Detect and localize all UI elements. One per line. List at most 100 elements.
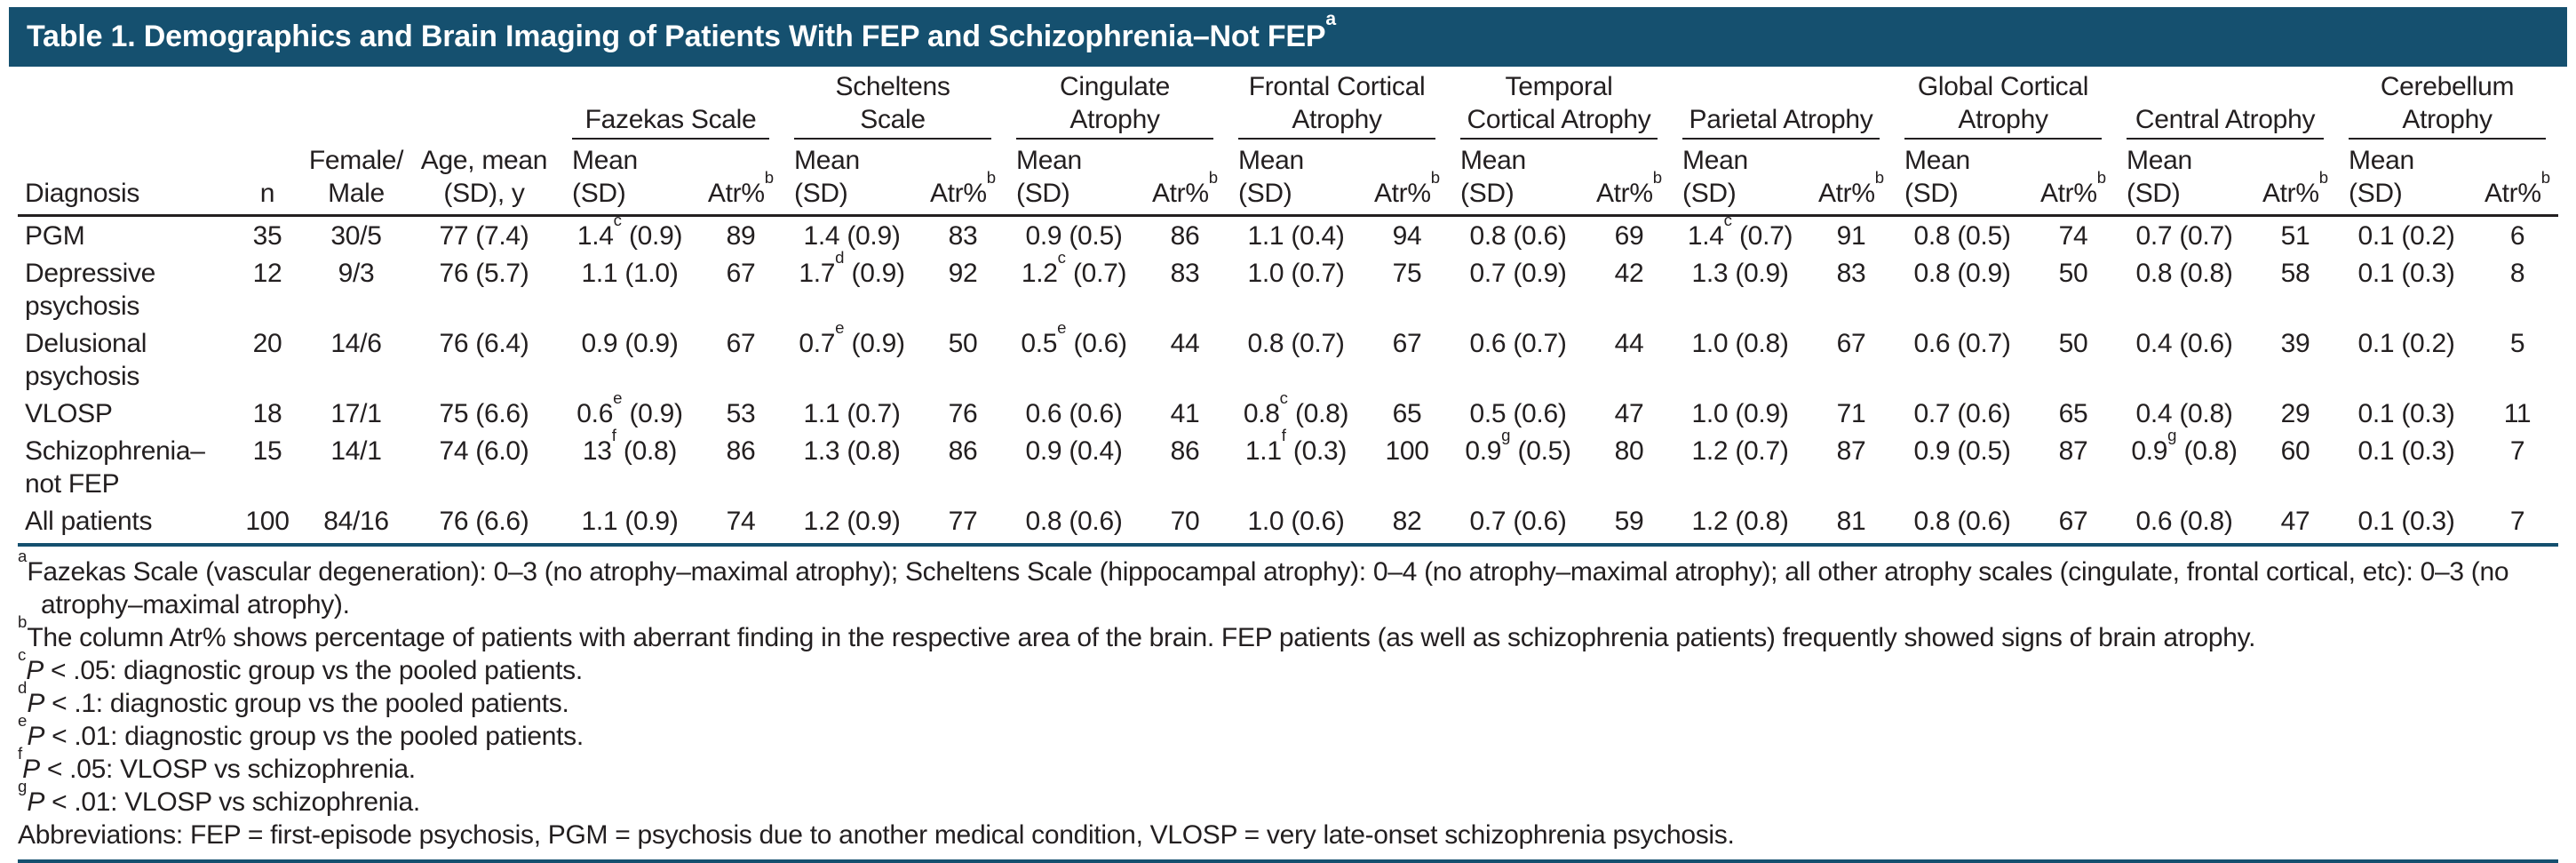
abbreviations-note: Abbreviations: FEP = first-episode psych… bbox=[18, 820, 1735, 850]
cell-age: 76 (5.7) bbox=[439, 259, 529, 288]
cell-mean-sd: 1.4 (0.9) bbox=[803, 221, 901, 251]
group-header-frontal-cortical-atrophy: Frontal Cortical Atrophy bbox=[1226, 70, 1448, 140]
cell-atr-percent: 75 bbox=[1392, 259, 1422, 288]
cell-n: 18 bbox=[252, 399, 282, 428]
subheader-mean-sd-cerebellum-atrophy: Mean (SD) bbox=[2336, 140, 2477, 217]
group-header-temporal-cortical-atrophy: Temporal Cortical Atrophy bbox=[1448, 70, 1670, 140]
cell-atr-percent: 67 bbox=[726, 259, 756, 288]
cell-mean-sd: 0.8 (0.6) bbox=[1004, 502, 1145, 547]
cell-mean-sd: 0.8 (0.6) bbox=[1892, 502, 2033, 547]
subheader-atr-parietal-atrophy: Atr%b bbox=[1810, 140, 1893, 217]
cell-mean-sd: 0.7e (0.9) bbox=[799, 317, 905, 358]
cell-atr-percent: 86 bbox=[1170, 221, 1200, 251]
cell-n: 15 bbox=[252, 436, 282, 466]
cell-atr-percent: 83 bbox=[948, 221, 978, 251]
cell-atr-percent: 77 bbox=[922, 502, 1005, 547]
cell-mean-sd: 1.0 (0.8) bbox=[1691, 329, 1789, 358]
cell-atr-percent: 65 bbox=[2058, 399, 2088, 428]
cell-mean-sd: 0.6 (0.6) bbox=[1025, 399, 1123, 428]
cell-atr-percent: 42 bbox=[1614, 259, 1644, 288]
cell-mean-sd: 0.1 (0.2) bbox=[2357, 329, 2455, 358]
cell-age: 77 (7.4) bbox=[439, 221, 529, 251]
cell-age: 74 (6.0) bbox=[439, 436, 529, 466]
cell-atr-percent: 70 bbox=[1144, 502, 1227, 547]
cell-atr-percent: 86 bbox=[1170, 436, 1200, 466]
cell-mean-sd: 0.1 (0.3) bbox=[2357, 436, 2455, 466]
subheader-atr-global-cortical-atrophy: Atr%b bbox=[2032, 140, 2115, 217]
table-title-bar: Table 1. Demographics and Brain Imaging … bbox=[9, 7, 2567, 67]
cell-female-male: 17/1 bbox=[330, 399, 382, 428]
table-title: Table 1. Demographics and Brain Imaging … bbox=[27, 10, 1336, 54]
cell-atr-percent: 7 bbox=[2477, 502, 2559, 547]
table-row: Delusional psychosis 20 14/6 76 (6.4) 0.9 (0.… bbox=[18, 317, 2558, 395]
cell-mean-sd: 0.8 (0.6) bbox=[1469, 221, 1567, 251]
cell-diagnosis: All patients bbox=[18, 502, 231, 547]
cell-mean-sd: 1.3 (0.9) bbox=[1691, 259, 1789, 288]
cell-mean-sd: 1.2 (0.7) bbox=[1691, 436, 1789, 466]
cell-atr-percent: 83 bbox=[1170, 259, 1200, 288]
subheader-mean-sd-global-cortical-atrophy: Mean (SD) bbox=[1892, 140, 2033, 217]
col-header-diagnosis: Diagnosis bbox=[18, 70, 231, 217]
cell-mean-sd: 0.7 (0.7) bbox=[2135, 221, 2233, 251]
cell-mean-sd: 1.4c (0.9) bbox=[576, 210, 683, 251]
cell-age: 75 (6.6) bbox=[439, 399, 529, 428]
cell-mean-sd: 0.1 (0.3) bbox=[2357, 399, 2455, 428]
cell-mean-sd: 1.0 (0.6) bbox=[1226, 502, 1367, 547]
cell-mean-sd: 0.6 (0.7) bbox=[1469, 329, 1567, 358]
cell-atr-percent: 86 bbox=[948, 436, 978, 466]
cell-female-male: 84/16 bbox=[304, 502, 409, 547]
cell-mean-sd: 0.8 (0.5) bbox=[1913, 221, 2011, 251]
cell-mean-sd: 0.4 (0.8) bbox=[2135, 399, 2233, 428]
cell-mean-sd: 0.8c (0.8) bbox=[1243, 388, 1349, 428]
cell-mean-sd: 0.1 (0.3) bbox=[2336, 502, 2477, 547]
subheader-mean-sd-scheltens-scale: Mean (SD) bbox=[782, 140, 923, 217]
cell-age: 76 (6.6) bbox=[409, 502, 560, 547]
subheader-atr-cingulate-atrophy: Atr%b bbox=[1144, 140, 1227, 217]
cell-atr-percent: 58 bbox=[2280, 259, 2310, 288]
bottom-divider bbox=[18, 859, 2558, 863]
cell-atr-percent: 80 bbox=[1614, 436, 1644, 466]
cell-mean-sd: 1.2c (0.7) bbox=[1021, 247, 1127, 288]
cell-atr-percent: 44 bbox=[1170, 329, 1200, 358]
cell-mean-sd: 0.9 (0.5) bbox=[1025, 221, 1123, 251]
cell-mean-sd: 1.0 (0.9) bbox=[1691, 399, 1789, 428]
table-row: All patients 100 84/16 76 (6.6) 1.1 (0.9) 74 1… bbox=[18, 502, 2559, 547]
cell-atr-percent: 50 bbox=[2058, 259, 2088, 288]
group-header-fazekas-scale: Fazekas Scale bbox=[560, 70, 782, 140]
cell-mean-sd: 0.9g (0.5) bbox=[1465, 425, 1571, 466]
cell-atr-percent: 94 bbox=[1392, 221, 1422, 251]
cell-mean-sd: 0.6 (0.8) bbox=[2114, 502, 2255, 547]
cell-atr-percent: 67 bbox=[1392, 329, 1422, 358]
cell-female-male: 30/5 bbox=[330, 221, 382, 251]
cell-mean-sd: 1.1 (0.9) bbox=[560, 502, 700, 547]
cell-n: 35 bbox=[252, 221, 282, 251]
subheader-atr-frontal-cortical-atrophy: Atr%b bbox=[1366, 140, 1449, 217]
cell-female-male: 9/3 bbox=[338, 259, 375, 288]
cell-atr-percent: 41 bbox=[1170, 399, 1200, 428]
cell-mean-sd: 0.1 (0.3) bbox=[2357, 259, 2455, 288]
cell-atr-percent: 71 bbox=[1836, 399, 1866, 428]
footnotes-section: aFazekas Scale (vascular degeneration): … bbox=[0, 547, 2576, 851]
subheader-atr-cerebellum-atrophy: Atr%b bbox=[2477, 140, 2559, 217]
cell-atr-percent: 11 bbox=[2503, 399, 2532, 428]
group-header-central-atrophy: Central Atrophy bbox=[2114, 70, 2336, 140]
cell-mean-sd: 0.9g (0.8) bbox=[2131, 425, 2238, 466]
group-header-scheltens-scale: Scheltens Scale bbox=[782, 70, 1004, 140]
cell-atr-percent: 83 bbox=[1836, 259, 1866, 288]
cell-mean-sd: 0.5 (0.6) bbox=[1469, 399, 1567, 428]
cell-atr-percent: 60 bbox=[2280, 436, 2310, 466]
cell-mean-sd: 0.7 (0.6) bbox=[1448, 502, 1589, 547]
cell-diagnosis: Schizophrenia– not FEP bbox=[25, 436, 205, 499]
cell-mean-sd: 1.1f (0.3) bbox=[1244, 425, 1348, 466]
group-header-global-cortical-atrophy: Global Cortical Atrophy bbox=[1892, 70, 2114, 140]
subheader-atr-central-atrophy: Atr%b bbox=[2254, 140, 2337, 217]
cell-mean-sd: 0.7 (0.6) bbox=[1913, 399, 2011, 428]
cell-atr-percent: 7 bbox=[2509, 436, 2525, 466]
cell-atr-percent: 67 bbox=[2032, 502, 2115, 547]
cell-atr-percent: 47 bbox=[1614, 399, 1644, 428]
subheader-mean-sd-cingulate-atrophy: Mean (SD) bbox=[1004, 140, 1145, 217]
col-header-female-male: Female/Male bbox=[304, 70, 409, 217]
subheader-mean-sd-temporal-cortical-atrophy: Mean (SD) bbox=[1448, 140, 1589, 217]
cell-atr-percent: 8 bbox=[2509, 259, 2525, 288]
cell-mean-sd: 1.1 (0.7) bbox=[803, 399, 901, 428]
